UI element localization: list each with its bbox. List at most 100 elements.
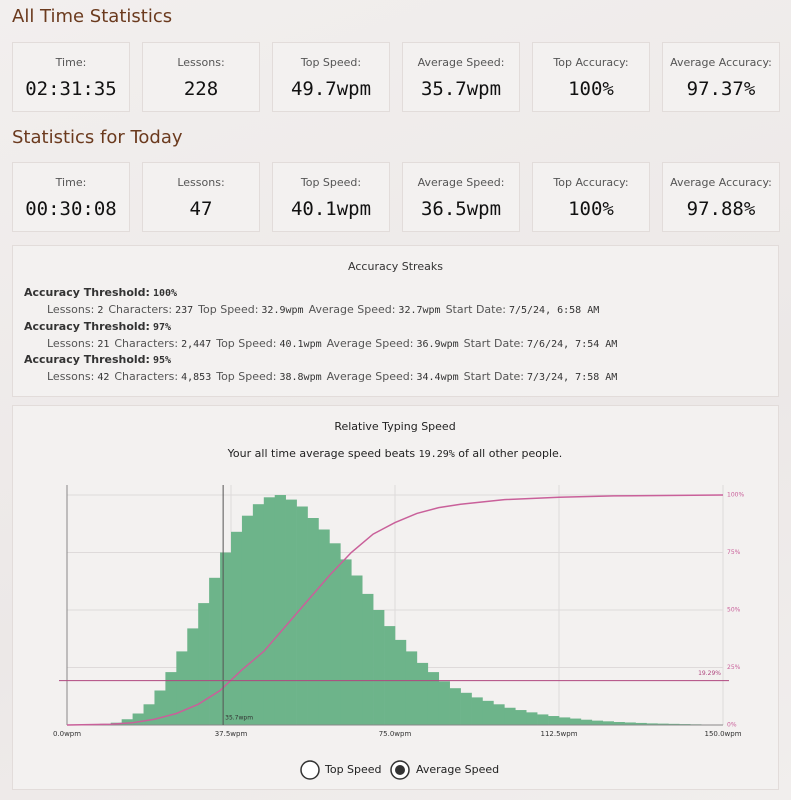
stat-value: 00:30:08: [25, 198, 117, 220]
subtitle-part: of all other people.: [458, 447, 562, 460]
x-tick-label: 150.0wpm: [704, 730, 741, 738]
stat-label: Average Accuracy:: [670, 176, 772, 189]
stat-card: Average Speed: 35.7wpm: [402, 42, 520, 112]
histogram-bar: [132, 713, 144, 725]
threshold-label: Accuracy Threshold:: [24, 319, 150, 333]
field-label: Start Date:: [445, 303, 506, 316]
stat-label: Average Speed:: [417, 56, 505, 69]
histogram-bar: [187, 628, 199, 725]
field-value: 237: [175, 305, 194, 316]
y2-tick-label: 0%: [727, 722, 737, 729]
radio-option[interactable]: [390, 760, 410, 780]
field-value: 7/6/24, 7:54 AM: [527, 338, 618, 350]
histogram-bar: [482, 700, 494, 725]
stat-label: Top Speed:: [300, 176, 362, 189]
streaks-title: Accuracy Streaks: [348, 260, 443, 273]
x-tick-label: 75.0wpm: [379, 730, 412, 738]
histogram-bar: [438, 681, 450, 725]
histogram-bar: [537, 714, 549, 725]
stat-card: Average Accuracy: 97.88%: [662, 162, 780, 232]
stat-label: Average Accuracy:: [670, 56, 772, 69]
streak-row: Lessons: 2 Characters: 237 Top Speed: 32.9wpm…: [47, 303, 599, 316]
histogram-bar: [296, 506, 308, 725]
radio-button[interactable]: [300, 760, 320, 780]
field-label: Characters:: [114, 370, 179, 383]
x-tick-label: 0.0wpm: [53, 730, 81, 738]
field-value: 21: [97, 338, 110, 350]
threshold-label: Accuracy Threshold:: [24, 286, 150, 299]
x-tick-label: 112.5wpm: [540, 730, 577, 738]
histogram-bar: [351, 575, 363, 725]
section-title: All Time Statistics: [12, 6, 173, 27]
threshold-value: 97%: [152, 321, 172, 333]
histogram-bar: [220, 552, 232, 725]
histogram-bar: [515, 710, 527, 725]
radio-dot: [395, 765, 405, 775]
histogram-bar: [176, 651, 188, 725]
hline-label: 19.29%: [698, 670, 721, 677]
stat-label: Top Accuracy:: [553, 176, 629, 189]
histogram-bar: [121, 719, 133, 725]
field-value: 36.9wpm: [416, 338, 459, 350]
histogram-bar: [340, 559, 352, 725]
histogram-bar: [154, 690, 166, 725]
radio-option[interactable]: [300, 760, 320, 780]
histogram-bar: [395, 639, 407, 725]
histogram-bar: [285, 499, 297, 725]
x-tick-label: 37.5wpm: [215, 730, 248, 738]
field-label: Average Speed:: [326, 370, 414, 383]
stat-card: Top Accuracy: 100%: [532, 42, 650, 112]
stat-card: Lessons: 228: [142, 42, 260, 112]
histogram-bar: [493, 704, 505, 725]
radio-label[interactable]: Top Speed: [324, 763, 382, 776]
threshold-value: 100%: [152, 288, 178, 299]
histogram-bar: [646, 723, 658, 725]
histogram-bar: [559, 717, 571, 725]
histogram-bar: [329, 543, 341, 725]
streaks-panel: Accuracy Streaks Accuracy Threshold: 100%…: [12, 245, 779, 397]
field-value: 32.9wpm: [261, 305, 304, 316]
histogram-bar: [209, 577, 221, 725]
stat-card: Average Speed: 36.5wpm: [402, 162, 520, 232]
stat-card: Lessons: 47: [142, 162, 260, 232]
histogram-bar: [591, 720, 604, 725]
stat-card: Average Accuracy: 97.37%: [662, 42, 780, 112]
field-value: 34.4wpm: [416, 372, 459, 383]
histogram-bar: [580, 719, 593, 725]
field-label: Average Speed:: [326, 336, 414, 350]
histogram-bar: [548, 716, 560, 725]
stat-value: 49.7wpm: [290, 78, 372, 100]
histogram-bar: [143, 704, 155, 725]
histogram-bar: [384, 626, 396, 725]
field-label: Start Date:: [463, 336, 525, 350]
field-label: Lessons:: [47, 370, 95, 383]
field-value: 40.1wpm: [279, 338, 322, 350]
stat-value: 100%: [568, 198, 614, 220]
histogram-bar: [274, 495, 286, 725]
stat-label: Lessons:: [177, 56, 225, 69]
y2-tick-label: 75%: [727, 549, 741, 556]
histogram-bar: [318, 529, 330, 725]
streak-header: Accuracy Threshold: 95%: [24, 353, 171, 366]
histogram-bar: [657, 723, 669, 725]
field-value: 4,853: [181, 372, 212, 383]
streak-header: Accuracy Threshold: 100%: [24, 286, 177, 299]
y2-tick-label: 25%: [727, 664, 741, 671]
chart-title: Relative Typing Speed: [334, 420, 455, 433]
y2-tick-label: 100%: [727, 492, 744, 499]
histogram-bar: [405, 651, 418, 725]
radio-label[interactable]: Average Speed: [416, 763, 499, 776]
field-label: Characters:: [114, 336, 179, 350]
stat-label: Time:: [55, 176, 87, 189]
vline-label: 35.7wpm: [225, 715, 253, 722]
stat-value: 47: [189, 198, 213, 220]
field-value: 2,447: [181, 338, 212, 350]
stat-card: Time: 02:31:35: [12, 42, 130, 112]
field-value: 38.8wpm: [279, 372, 322, 383]
histogram-bar: [449, 688, 461, 725]
field-label: Start Date:: [463, 370, 525, 383]
histogram-bar: [602, 721, 614, 725]
histogram-bar: [231, 531, 243, 725]
stat-value: 40.1wpm: [290, 198, 372, 220]
